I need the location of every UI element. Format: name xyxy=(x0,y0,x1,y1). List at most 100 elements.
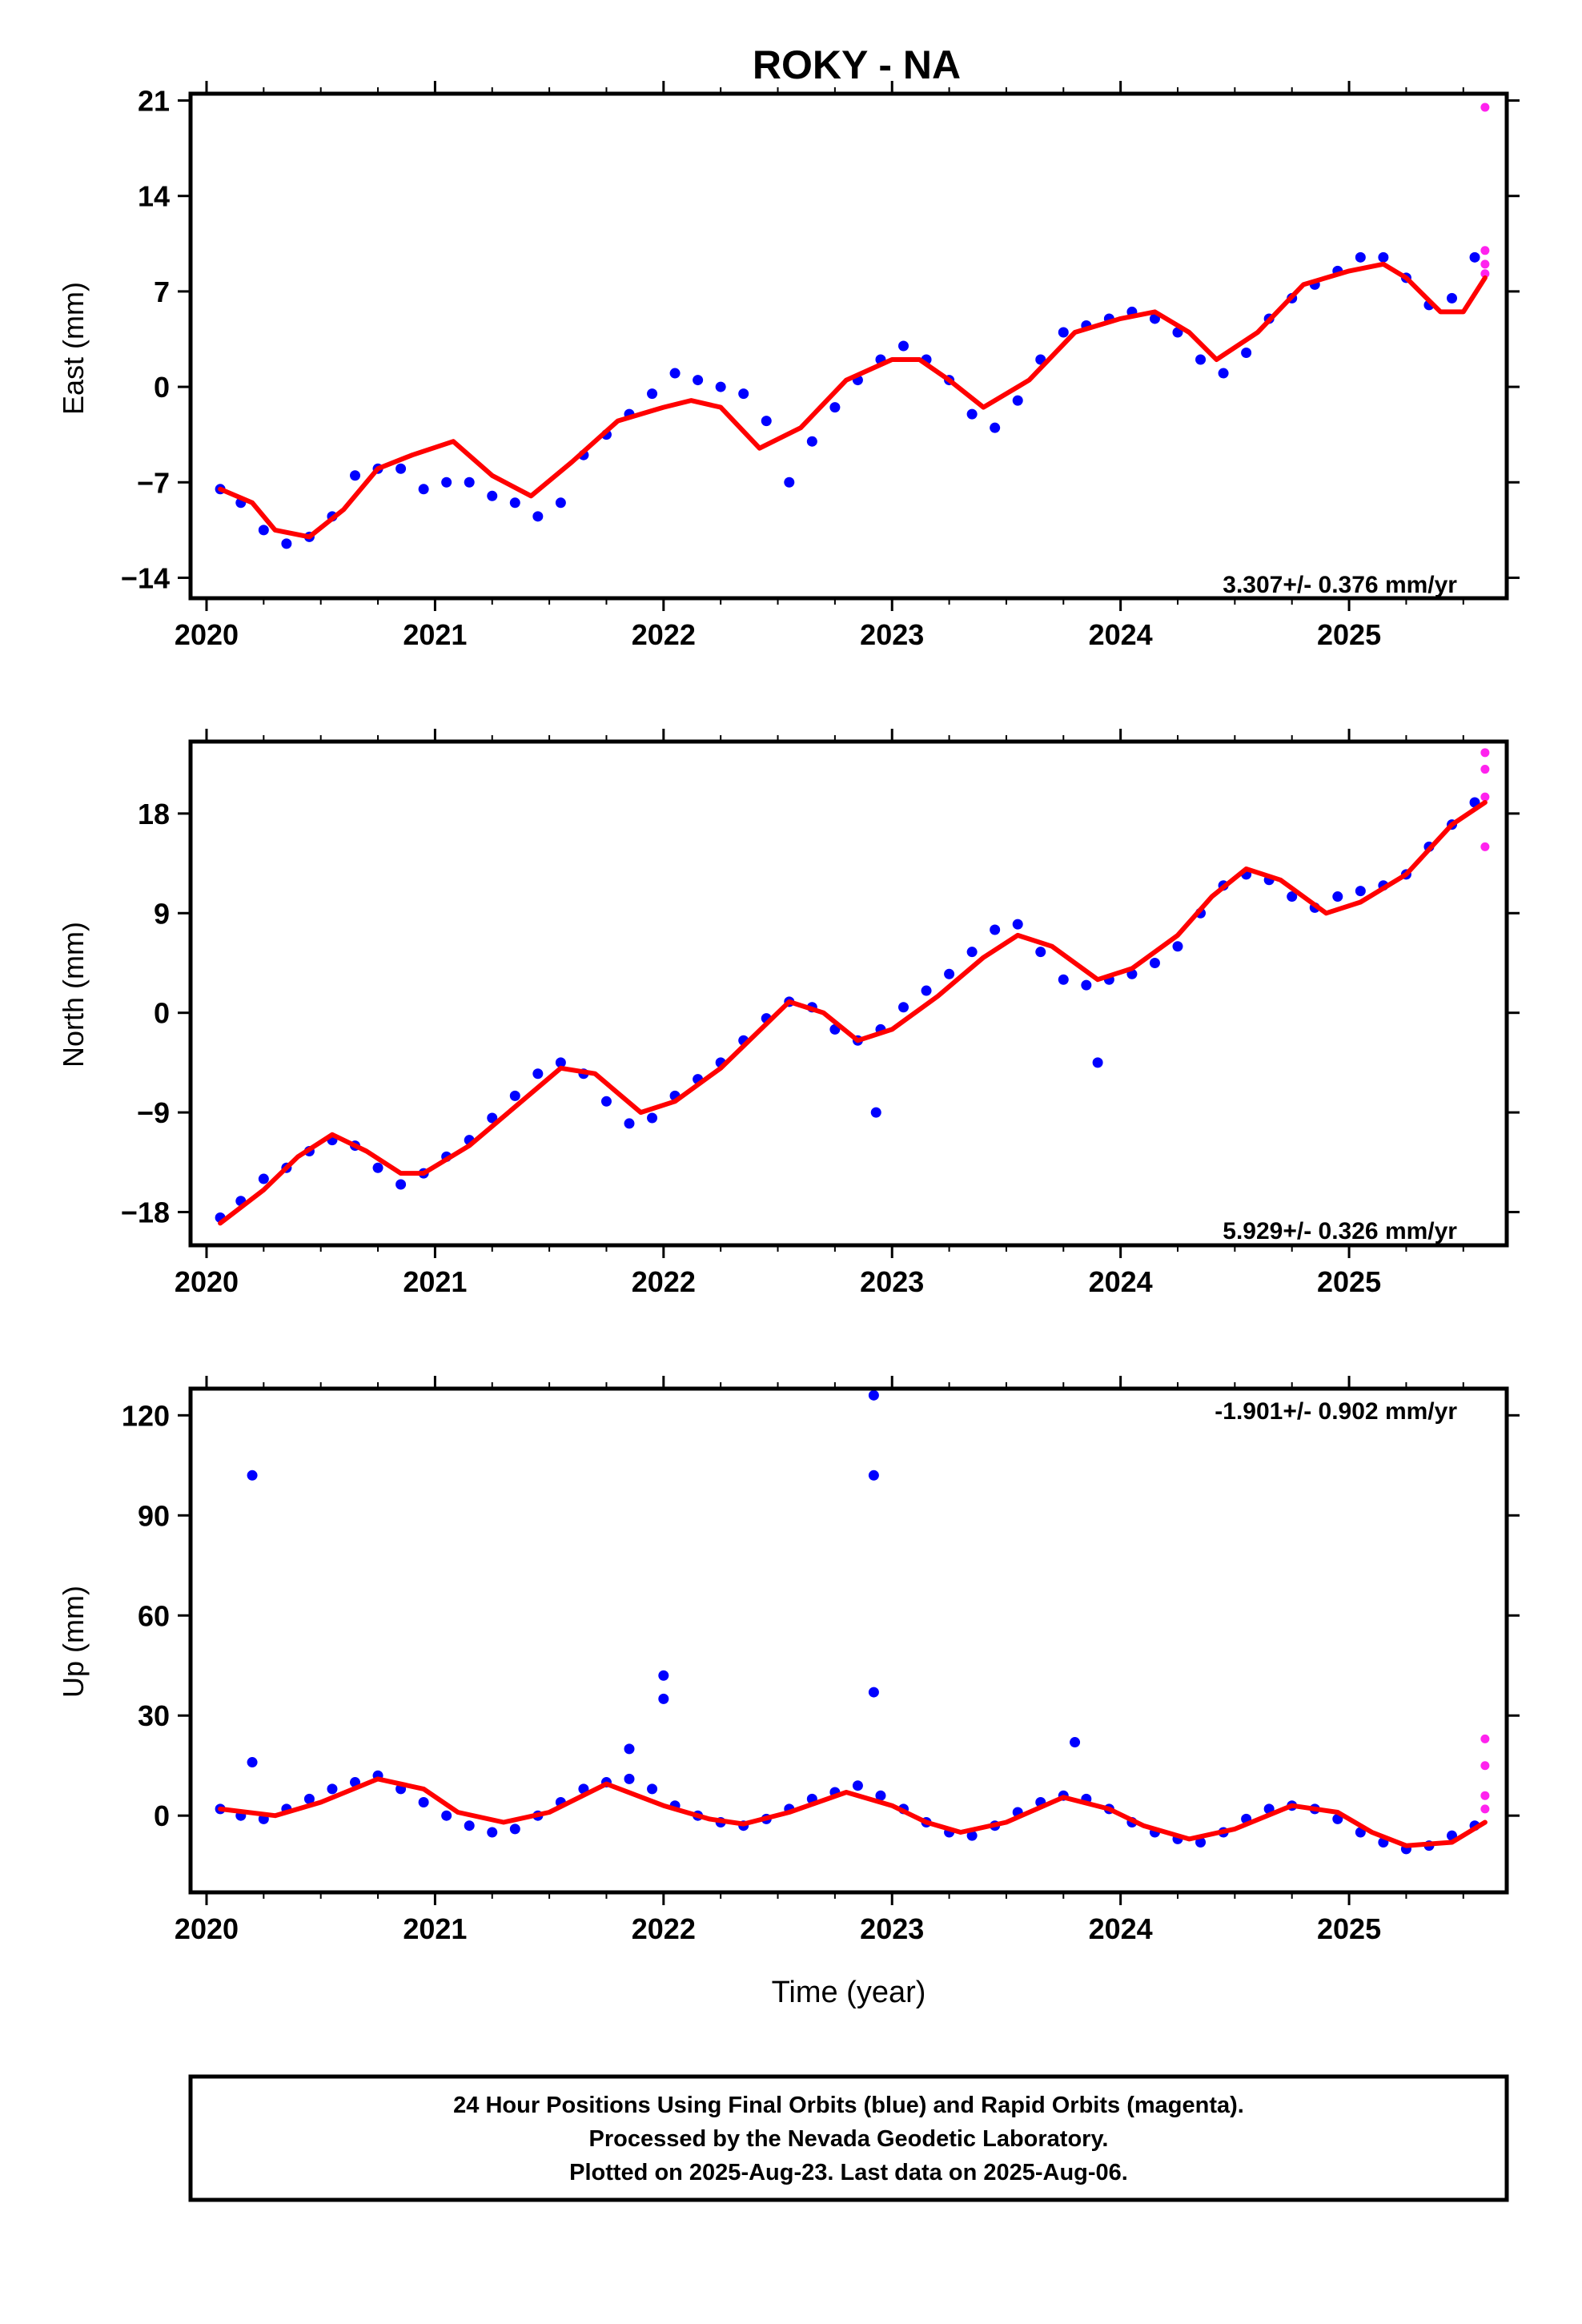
north-final-orbit-point xyxy=(1092,1057,1103,1068)
east-final-orbit-point xyxy=(1241,348,1252,359)
east-x-tick-label: 2023 xyxy=(860,618,924,651)
up-x-tick-label: 2022 xyxy=(632,1912,696,1945)
footer-line-2: Processed by the Nevada Geodetic Laborat… xyxy=(589,2126,1109,2152)
east-final-orbit-point xyxy=(1469,251,1480,263)
east-final-orbit-point xyxy=(669,368,681,379)
up-final-orbit-point xyxy=(418,1797,429,1808)
up-y-tick-label: 30 xyxy=(138,1699,170,1732)
up-final-orbit-point xyxy=(247,1757,258,1768)
up-final-orbit-point xyxy=(441,1810,452,1821)
east-rate-label: 3.307+/- 0.376 mm/yr xyxy=(1223,572,1457,598)
x-axis-label: Time (year) xyxy=(772,1976,926,2009)
east-final-orbit-point xyxy=(715,381,726,392)
east-final-orbit-point xyxy=(532,511,544,522)
north-final-orbit-point xyxy=(1287,891,1298,903)
north-x-tick-label: 2023 xyxy=(860,1265,924,1298)
east-final-orbit-point xyxy=(396,463,407,474)
east-x-tick-label: 2020 xyxy=(175,618,239,651)
east-final-orbit-point xyxy=(966,408,978,420)
east-final-orbit-point xyxy=(487,490,498,501)
up-panel: Up (mm) Time (year) 2020 2021 2022 2023 2024… xyxy=(57,1376,1520,2009)
east-rapid-orbit-point xyxy=(1480,269,1490,279)
east-final-orbit-point xyxy=(829,402,841,413)
east-final-orbit-point xyxy=(555,497,566,509)
north-y-tick-label: −18 xyxy=(121,1196,170,1229)
up-final-orbit-point xyxy=(868,1470,879,1481)
east-y-tick-label: 21 xyxy=(138,85,170,118)
north-x-tick-label: 2025 xyxy=(1317,1265,1381,1298)
north-final-orbit-point xyxy=(1149,957,1160,968)
up-final-orbit-point xyxy=(658,1693,669,1704)
east-final-orbit-point xyxy=(738,388,749,400)
east-x-tick-label: 2021 xyxy=(403,618,467,651)
up-x-tick-label: 2024 xyxy=(1089,1912,1153,1945)
up-final-orbit-point xyxy=(1070,1737,1081,1748)
north-final-orbit-point xyxy=(600,1096,612,1107)
up-final-orbit-point xyxy=(509,1823,520,1835)
footer-line-1: 24 Hour Positions Using Final Orbits (bl… xyxy=(453,2093,1244,2118)
up-y-tick-label: 60 xyxy=(138,1599,170,1632)
north-rapid-orbit-point xyxy=(1480,842,1490,851)
north-final-orbit-point xyxy=(898,1002,909,1013)
east-panel: East (mm) 2020 2021 2022 2023 2024 2025 21 14 7 0… xyxy=(57,81,1520,651)
east-rapid-orbit-point xyxy=(1480,246,1490,255)
up-final-orbit-point xyxy=(624,1773,635,1784)
up-final-orbit-point xyxy=(852,1780,863,1791)
east-final-orbit-point xyxy=(418,484,429,495)
north-y-tick-label: −9 xyxy=(137,1096,170,1129)
north-x-tick-label: 2020 xyxy=(175,1265,239,1298)
up-rapid-orbit-point xyxy=(1480,1761,1490,1771)
north-y-tick-label: 18 xyxy=(138,798,170,830)
up-final-orbit-point xyxy=(658,1670,669,1681)
north-y-axis-label: North (mm) xyxy=(57,922,90,1068)
up-plot-frame xyxy=(188,1386,1509,1895)
north-final-orbit-point xyxy=(1012,919,1023,930)
up-rapid-orbit-point xyxy=(1480,1791,1490,1800)
north-final-orbit-point xyxy=(1058,974,1069,985)
east-final-orbit-point xyxy=(1218,368,1229,379)
north-final-orbit-point xyxy=(990,924,1001,935)
east-y-tick-label: 7 xyxy=(154,275,170,308)
east-final-orbit-point xyxy=(990,422,1001,433)
up-y-axis-label: Up (mm) xyxy=(57,1586,90,1698)
east-final-orbit-point xyxy=(441,476,452,488)
north-final-orbit-point xyxy=(624,1118,635,1129)
up-rapid-orbit-point xyxy=(1480,1734,1490,1743)
east-final-orbit-point xyxy=(898,340,909,352)
north-final-orbit-point xyxy=(1035,947,1046,958)
east-final-orbit-point xyxy=(1378,251,1389,263)
up-rate-label: -1.901+/- 0.902 mm/yr xyxy=(1215,1398,1457,1425)
east-y-tick-label: −14 xyxy=(121,561,170,594)
east-final-orbit-point xyxy=(464,476,475,488)
north-final-orbit-point xyxy=(1355,886,1366,897)
east-final-orbit-point xyxy=(1355,251,1366,263)
up-x-tick-label: 2023 xyxy=(860,1912,924,1945)
east-final-orbit-point xyxy=(693,375,704,386)
east-final-orbit-point xyxy=(647,388,658,400)
east-y-tick-label: 0 xyxy=(154,371,170,404)
north-rate-label: 5.929+/- 0.326 mm/yr xyxy=(1223,1218,1457,1244)
east-plot-frame xyxy=(188,91,1509,601)
up-final-orbit-point xyxy=(247,1470,258,1481)
east-x-tick-label: 2022 xyxy=(632,618,696,651)
up-final-orbit-point xyxy=(303,1793,315,1804)
up-y-tick-label: 120 xyxy=(122,1399,170,1432)
east-final-orbit-point xyxy=(350,470,360,481)
east-final-orbit-point xyxy=(1447,292,1457,304)
north-final-orbit-point xyxy=(921,985,932,996)
north-final-orbit-point xyxy=(258,1173,269,1184)
north-final-orbit-point xyxy=(509,1090,520,1101)
footer-line-3: Plotted on 2025-Aug-23. Last data on 202… xyxy=(569,2160,1128,2185)
up-rapid-orbit-point xyxy=(1480,1804,1490,1814)
east-rapid-orbit-point xyxy=(1480,103,1490,112)
up-x-tick-label: 2021 xyxy=(403,1912,467,1945)
north-final-orbit-point xyxy=(396,1179,407,1190)
up-final-orbit-point xyxy=(647,1783,658,1795)
north-final-orbit-point xyxy=(944,968,955,979)
north-final-orbit-point xyxy=(1172,941,1183,952)
up-final-orbit-point xyxy=(624,1743,635,1755)
east-final-orbit-point xyxy=(806,436,817,447)
up-final-orbit-point xyxy=(1195,1837,1207,1848)
footer-frame xyxy=(188,2074,1509,2202)
east-final-orbit-point xyxy=(281,538,292,549)
